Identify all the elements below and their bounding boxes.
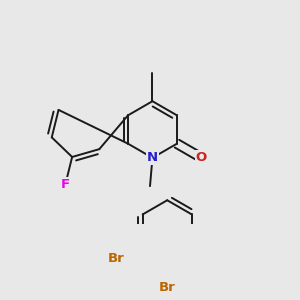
Text: Br: Br — [107, 252, 124, 265]
Text: O: O — [196, 151, 207, 164]
Text: N: N — [147, 151, 158, 164]
Text: Br: Br — [159, 281, 175, 295]
Text: F: F — [61, 178, 70, 191]
